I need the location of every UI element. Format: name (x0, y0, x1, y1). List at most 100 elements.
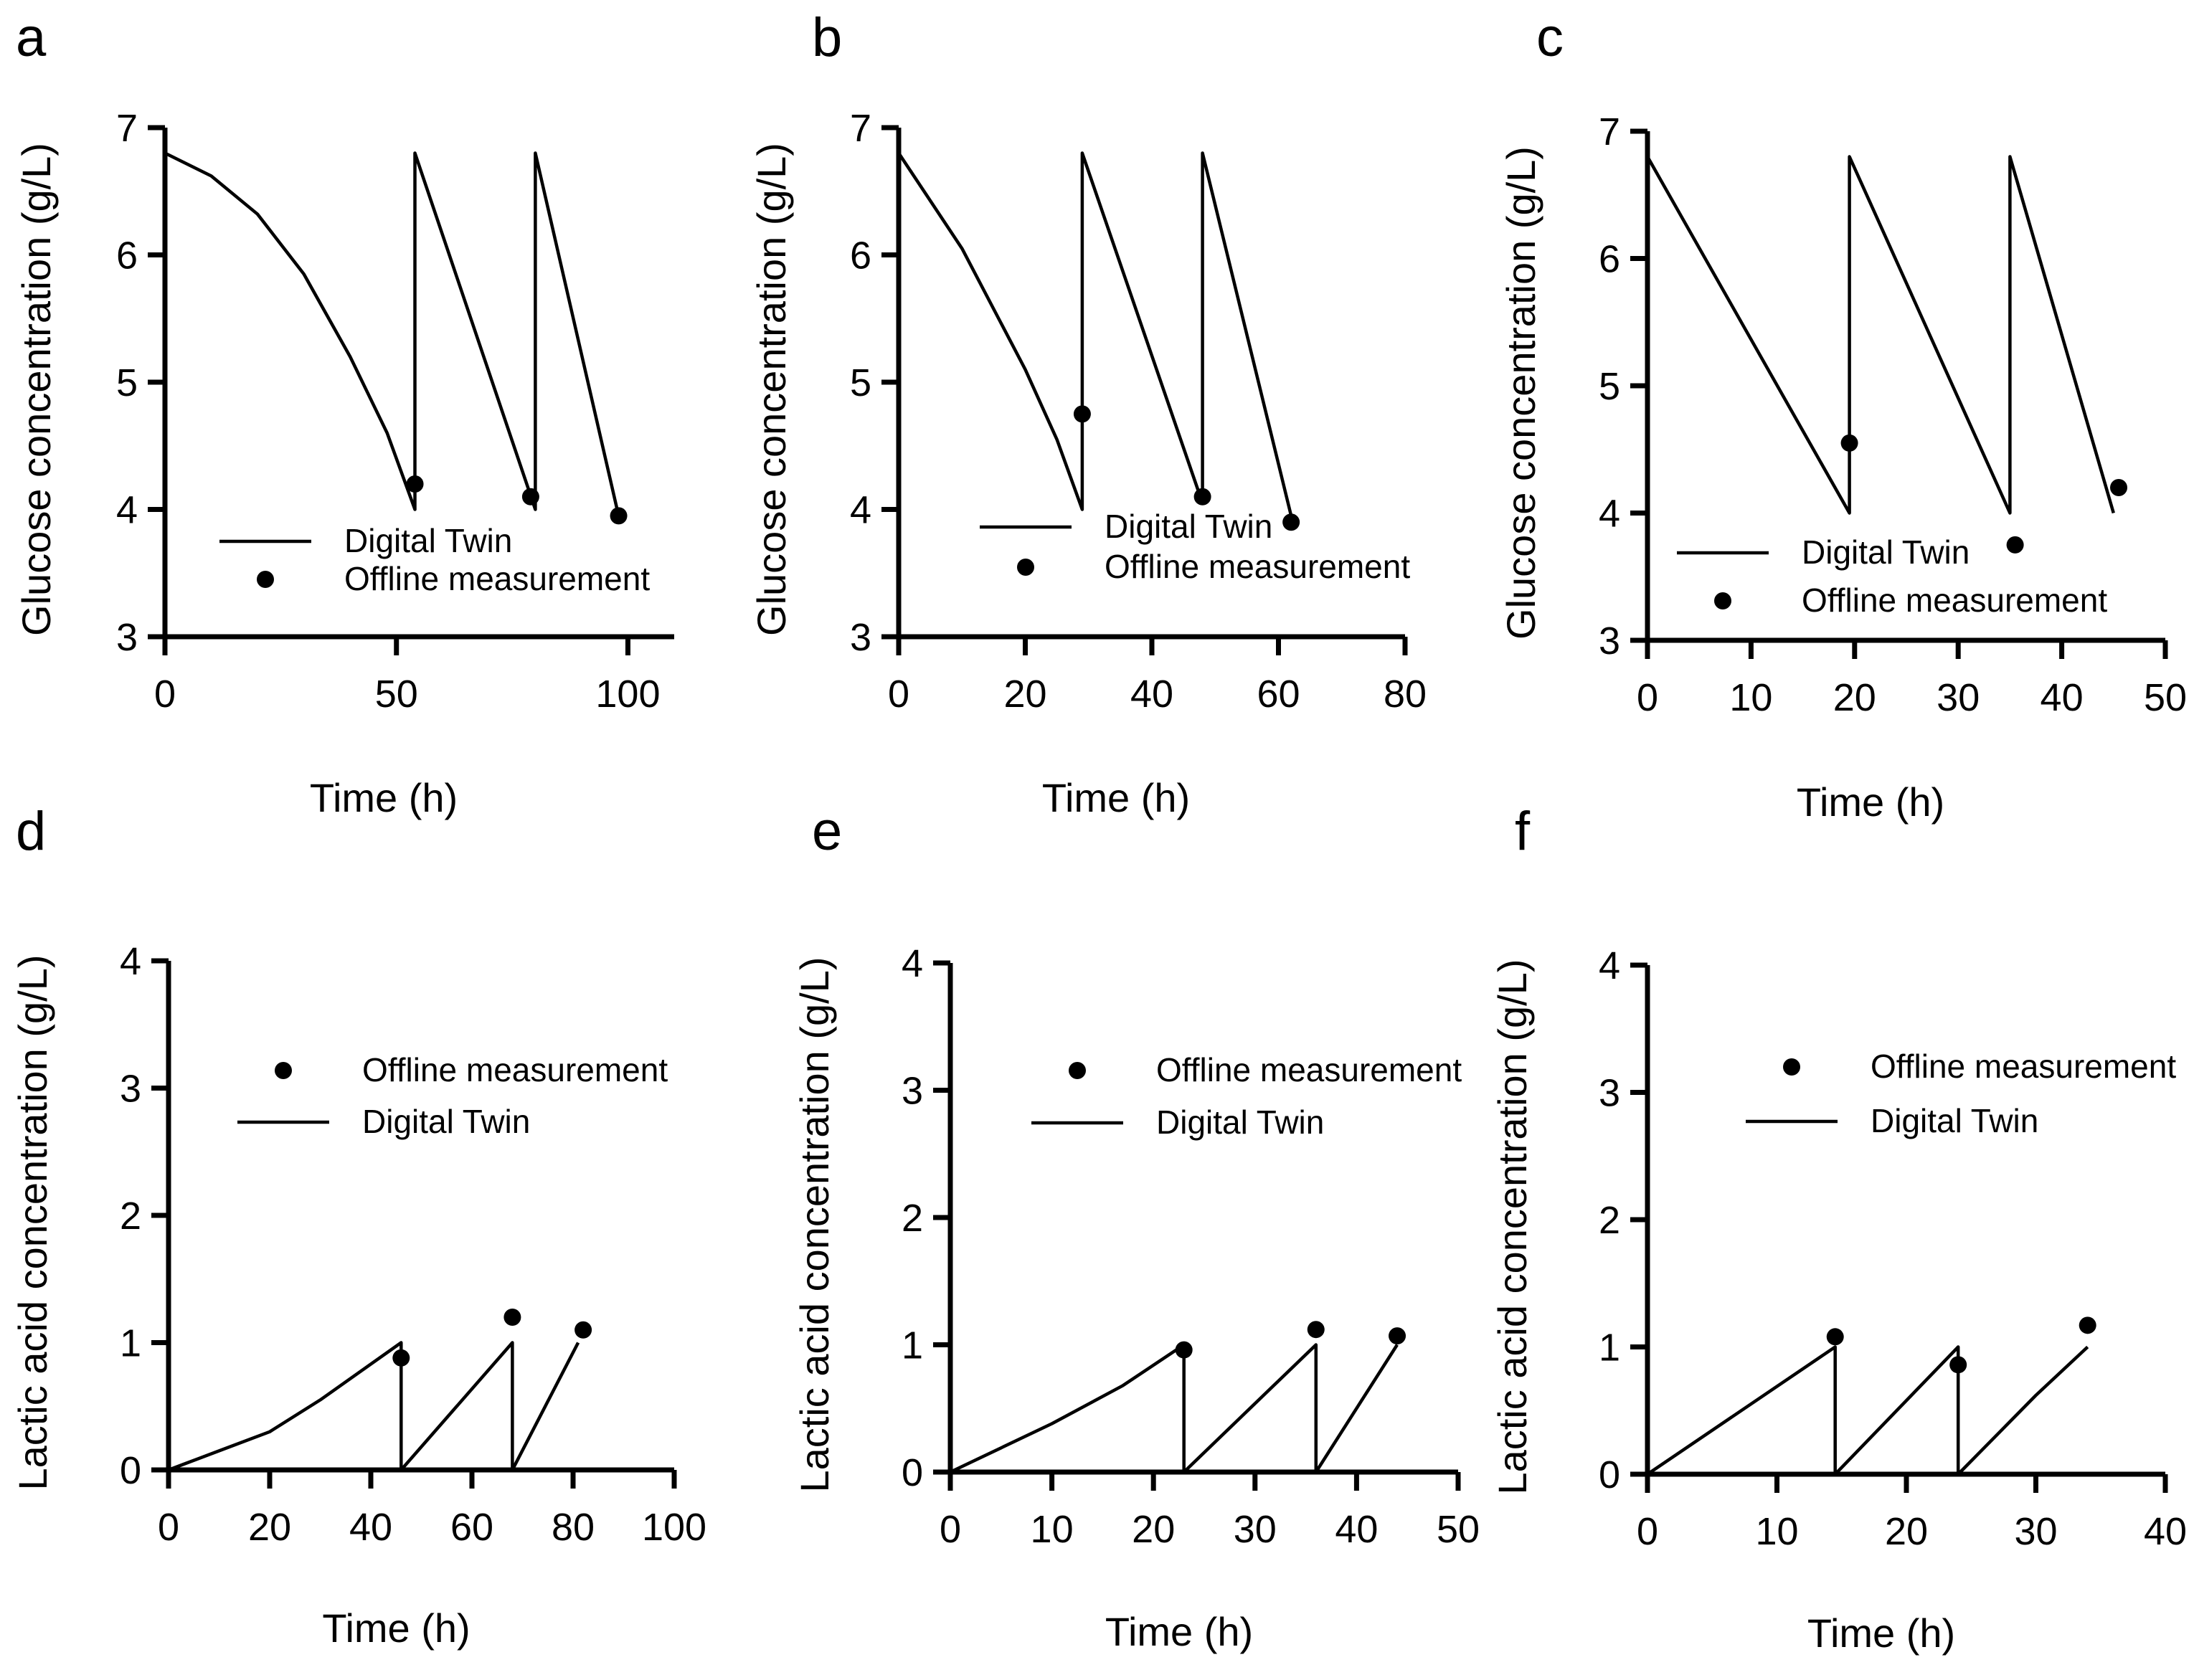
data-point-offline-measurement (1193, 488, 1211, 506)
x-tick-label: 0 (158, 1506, 179, 1549)
panel-label-c: c (1536, 7, 1564, 68)
x-tick-label: 80 (552, 1506, 595, 1549)
panel-label-f: f (1515, 801, 1531, 862)
x-tick-label: 40 (349, 1506, 392, 1549)
x-axis-title: Time (h) (322, 1605, 470, 1651)
y-tick-label: 3 (120, 1068, 141, 1111)
x-tick-label: 40 (1130, 673, 1173, 716)
x-tick-label: 50 (1437, 1508, 1480, 1551)
x-tick-label: 80 (1384, 673, 1427, 716)
y-tick-label: 4 (120, 940, 141, 983)
data-point-offline-measurement (2110, 479, 2128, 496)
x-tick-label: 100 (642, 1506, 706, 1549)
legend-entry: Digital Twin (362, 1103, 530, 1140)
y-tick-label: 3 (116, 616, 138, 659)
x-tick-label: 20 (1132, 1508, 1175, 1551)
panel-label-b: b (812, 7, 842, 68)
y-tick-label: 1 (1599, 1327, 1620, 1370)
x-tick-label: 0 (1637, 676, 1658, 719)
y-tick-label: 4 (850, 489, 871, 532)
y-tick-label: 1 (902, 1324, 923, 1367)
x-tick-label: 20 (1885, 1510, 1928, 1553)
legend-entry: Digital Twin (1871, 1102, 2038, 1139)
y-tick-label: 7 (850, 107, 871, 150)
x-tick-label: 20 (1833, 676, 1876, 719)
x-tick-label: 40 (2041, 676, 2084, 719)
x-tick-label: 30 (1937, 676, 1980, 719)
x-tick-label: 10 (1031, 1508, 1074, 1551)
data-point-offline-measurement (610, 507, 628, 525)
data-point-offline-measurement (1175, 1341, 1193, 1359)
legend-entry: Digital Twin (1802, 533, 1970, 571)
panel-c: c 3 4 5 6 7 0 10 20 30 40 50 Time (h) Glucose concent… (1498, 7, 2187, 825)
x-axis-title: Time (h) (1797, 779, 1944, 825)
x-tick-label: 0 (940, 1508, 961, 1551)
y-tick-label: 7 (1599, 110, 1620, 153)
panel-label-a: a (16, 7, 47, 68)
y-tick-label: 6 (850, 234, 871, 277)
y-axis-title: Lactic acid concentration (g/L) (1490, 959, 1535, 1494)
legend-entry: Digital Twin (1105, 508, 1272, 545)
y-tick-label: 4 (902, 942, 923, 985)
y-tick-label: 2 (120, 1195, 141, 1238)
legend-point-symbol (1069, 1062, 1086, 1079)
y-tick-label: 4 (1599, 944, 1620, 987)
y-tick-label: 0 (120, 1449, 141, 1492)
y-tick-label: 7 (116, 107, 138, 150)
x-axis-title: Time (h) (310, 775, 458, 820)
data-point-offline-measurement (1949, 1356, 1967, 1374)
y-tick-label: 2 (1599, 1199, 1620, 1242)
panel-label-e: e (812, 801, 842, 862)
x-axis-title: Time (h) (1105, 1609, 1253, 1654)
legend-entry: Offline measurement (1871, 1048, 2176, 1085)
x-tick-label: 10 (1729, 676, 1772, 719)
data-point-offline-measurement (392, 1349, 410, 1367)
y-tick-label: 6 (116, 234, 138, 277)
data-point-offline-measurement (1073, 405, 1091, 423)
legend-entry: Offline measurement (1105, 548, 1410, 585)
x-tick-label: 0 (154, 673, 176, 716)
series-line-digital-twin (1646, 155, 2115, 515)
y-tick-label: 6 (1599, 238, 1620, 281)
data-point-offline-measurement (406, 475, 424, 493)
data-point-offline-measurement (1826, 1328, 1844, 1346)
x-tick-label: 60 (1257, 673, 1300, 716)
y-tick-label: 4 (116, 489, 138, 532)
data-point-offline-measurement (1389, 1327, 1406, 1345)
series-line-digital-twin (168, 1341, 580, 1472)
y-axis-title: Glucose concentration (g/L) (749, 143, 794, 636)
panel-a: a 3 4 5 6 7 0 50 100 Time (h) Glucose concentratio… (14, 7, 674, 820)
legend-point-symbol (1783, 1058, 1800, 1076)
legend-entry: Digital Twin (344, 522, 512, 559)
y-tick-label: 2 (902, 1197, 923, 1240)
y-tick-label: 0 (1599, 1453, 1620, 1496)
y-tick-label: 3 (902, 1070, 923, 1113)
x-tick-label: 100 (595, 673, 660, 716)
data-point-offline-measurement (521, 488, 539, 506)
y-axis-title: Lactic acid concentration (g/L) (10, 954, 55, 1490)
y-tick-label: 4 (1599, 493, 1620, 536)
y-tick-label: 5 (1599, 365, 1620, 408)
legend-point-symbol (1017, 559, 1034, 576)
y-tick-label: 1 (120, 1322, 141, 1365)
x-tick-label: 30 (1234, 1508, 1277, 1551)
legend-entry: Offline measurement (1802, 582, 2107, 619)
series-line-digital-twin (950, 1343, 1399, 1474)
x-tick-label: 10 (1755, 1510, 1798, 1553)
y-axis-title: Lactic acid concentration (g/L) (792, 957, 837, 1492)
data-point-offline-measurement (1840, 434, 1858, 452)
legend-point-symbol (1714, 592, 1731, 609)
y-tick-label: 5 (850, 361, 871, 404)
y-axis-title: Glucose concentration (g/L) (1498, 146, 1543, 640)
x-tick-label: 20 (248, 1506, 291, 1549)
data-point-offline-measurement (503, 1309, 521, 1326)
legend-entry: Digital Twin (1156, 1104, 1324, 1141)
x-axis-title: Time (h) (1042, 775, 1190, 820)
y-tick-label: 5 (116, 361, 138, 404)
data-point-offline-measurement (574, 1321, 592, 1339)
series-line-digital-twin (164, 151, 620, 516)
data-point-offline-measurement (2079, 1316, 2096, 1334)
x-tick-label: 0 (1637, 1510, 1658, 1553)
